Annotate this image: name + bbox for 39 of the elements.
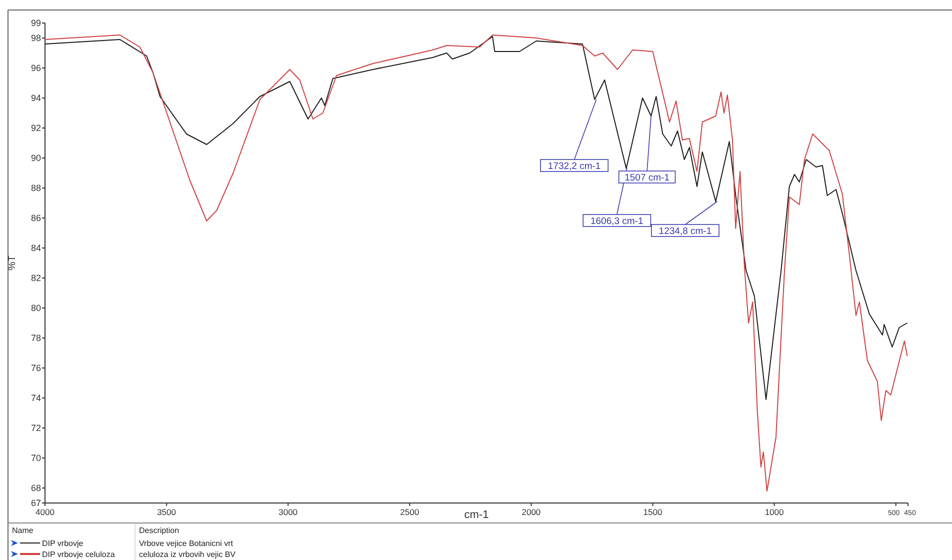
y-axis-title: %T bbox=[7, 256, 18, 270]
y-tick-label: 92 bbox=[30, 123, 41, 134]
annotation: 1507 cm-1 bbox=[624, 172, 670, 184]
text: celuloza iz vrbovih vejic BV bbox=[139, 550, 236, 559]
x-tick-label: 4000 bbox=[36, 507, 55, 517]
annotation: 1732,2 cm-1 bbox=[548, 160, 601, 172]
y-tick-label: 90 bbox=[30, 153, 41, 164]
x-tick-label: 3500 bbox=[157, 507, 176, 517]
legend-label: DIP vrbovje celuloza bbox=[42, 550, 116, 559]
line-series bbox=[44, 34, 908, 492]
legend-title: Name bbox=[12, 526, 34, 535]
x-tick-label: 2500 bbox=[400, 507, 420, 517]
y-tick-label: 80 bbox=[30, 303, 41, 314]
y-tick-label: 76 bbox=[30, 363, 41, 374]
legend-label: DIP vrbovje bbox=[42, 539, 84, 548]
text: Description bbox=[139, 526, 180, 535]
y-tick-label: 82 bbox=[30, 273, 41, 284]
y-tick-label: 72 bbox=[30, 423, 41, 434]
line-series bbox=[44, 36, 908, 400]
annotation: 1234,8 cm-1 bbox=[658, 226, 712, 237]
text: Vrbove vejice Botanicni vrt bbox=[139, 539, 234, 548]
y-tick-label: 74 bbox=[30, 393, 41, 404]
y-tick-label: 70 bbox=[30, 453, 41, 464]
y-tick-label: 86 bbox=[30, 213, 41, 224]
y-tick-label: 98 bbox=[30, 33, 41, 44]
y-tick-label: 99 bbox=[30, 18, 41, 28]
y-tick-label: 96 bbox=[30, 63, 41, 74]
x-tick-label: 1500 bbox=[643, 507, 662, 517]
y-tick-label: 88 bbox=[30, 183, 41, 194]
y-tick-label: 67 bbox=[30, 498, 41, 508]
y-tick-label: 68 bbox=[30, 483, 41, 494]
y-tick-label: 78 bbox=[30, 333, 41, 344]
annotation: 1606,3 cm-1 bbox=[590, 216, 644, 227]
y-tick-label: 94 bbox=[30, 93, 41, 104]
x-tick-label: 3000 bbox=[278, 507, 298, 517]
x-tick-label: 2000 bbox=[522, 507, 541, 517]
x-tick-label: 1000 bbox=[764, 507, 784, 517]
x-axis-title: cm-1 bbox=[464, 509, 489, 521]
y-tick-label: 84 bbox=[30, 243, 41, 254]
